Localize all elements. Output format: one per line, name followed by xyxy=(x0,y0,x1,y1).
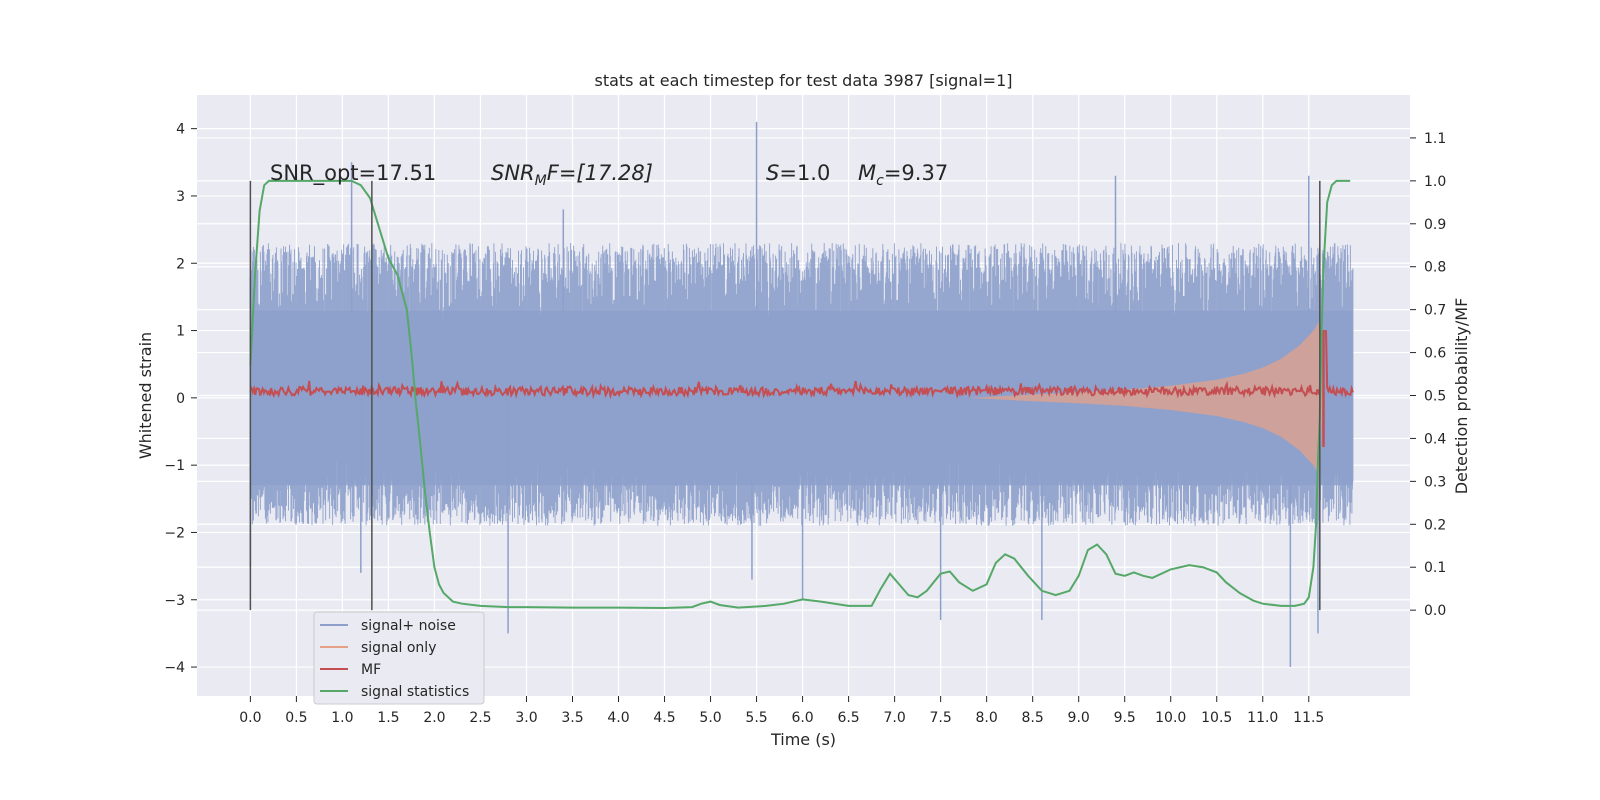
x-tick-label: 9.0 xyxy=(1068,710,1090,726)
y-tick-label: 0 xyxy=(176,391,185,407)
x-tick-label: 8.5 xyxy=(1022,710,1044,726)
x-tick-label: 3.0 xyxy=(515,710,537,726)
s-value: =1.0 xyxy=(779,161,830,185)
y-axis-label: Whitened strain xyxy=(136,332,155,459)
s-symbol: S xyxy=(766,161,779,185)
x-tick-label: 2.5 xyxy=(469,710,491,726)
x-tick-label: 4.5 xyxy=(653,710,675,726)
series-mf xyxy=(249,330,1354,448)
stats-line xyxy=(249,179,1351,610)
mc-symbol: M xyxy=(858,161,876,185)
vertical-markers xyxy=(249,180,1321,611)
y2-tick-label: 1.0 xyxy=(1424,174,1446,190)
legend-label: signal only xyxy=(361,640,436,656)
x-tick-label: 11.0 xyxy=(1247,710,1278,726)
x-tick-label: 10.5 xyxy=(1201,710,1232,726)
y2-tick-label: 0.5 xyxy=(1424,389,1446,405)
x-tick-label: 10.0 xyxy=(1155,710,1186,726)
x-tick-label: 1.5 xyxy=(377,710,399,726)
legend-label: signal+ noise xyxy=(361,618,456,634)
x-tick-label: 6.5 xyxy=(837,710,859,726)
x-tick-label: 6.0 xyxy=(791,710,813,726)
mc-value: =9.37 xyxy=(884,161,948,185)
y-tick-label: −1 xyxy=(164,458,185,474)
legend-label: MF xyxy=(361,662,381,678)
y2-tick-label: 1.1 xyxy=(1424,131,1446,147)
y2-tick-label: 0.1 xyxy=(1424,560,1446,576)
annotation-s: S=1.0 xyxy=(766,161,830,185)
snr-mf-base: SNR xyxy=(491,161,535,185)
x-tick-label: 2.0 xyxy=(423,710,445,726)
y-tick-label: 4 xyxy=(176,122,185,138)
y-tick-label: 3 xyxy=(176,189,185,205)
y-tick-label: 1 xyxy=(176,324,185,340)
x-tick-label: 9.5 xyxy=(1114,710,1136,726)
legend-box xyxy=(313,611,485,705)
y-tick-label: −3 xyxy=(164,593,185,609)
x-tick-label: 8.0 xyxy=(976,710,998,726)
snr-mf-subscript: M xyxy=(535,173,547,189)
y-tick-label: −2 xyxy=(164,525,185,541)
y-tick-label: 2 xyxy=(176,256,185,272)
x-tick-label: 5.5 xyxy=(745,710,767,726)
y2-tick-label: 0.9 xyxy=(1424,217,1446,233)
y2-tick-label: 0.3 xyxy=(1424,474,1446,490)
mc-subscript: c xyxy=(876,173,884,189)
y-axis-ticks: 4 3 2 1 0 −1 −2 −3 −4 xyxy=(164,122,197,676)
y2-tick-label: 0.4 xyxy=(1424,431,1446,447)
y2-tick-label: 0.6 xyxy=(1424,346,1446,362)
x-tick-label: 3.5 xyxy=(561,710,583,726)
y2-axis-label: Detection probability/MF xyxy=(1452,298,1471,495)
annotation-snr-mf: SNRMF=[17.28] xyxy=(491,161,653,189)
x-axis-label: Time (s) xyxy=(770,730,836,749)
mf-line xyxy=(249,330,1354,400)
x-tick-label: 1.0 xyxy=(331,710,353,726)
legend-label: signal statistics xyxy=(361,684,469,700)
x-axis-ticks: 0.0 0.5 1.0 1.5 2.0 2.5 3.0 3.5 4.0 4.5 5.0 5.5 6.0 6… xyxy=(239,696,1324,726)
y2-tick-label: 0.0 xyxy=(1424,603,1446,619)
snr-mf-rest: F=[17.28] xyxy=(547,161,653,185)
chart-title: stats at each timestep for test data 398… xyxy=(594,71,1012,90)
x-tick-label: 4.0 xyxy=(607,710,629,726)
x-tick-label: 0.0 xyxy=(239,710,261,726)
y2-tick-label: 0.8 xyxy=(1424,260,1446,276)
series-signal-statistics xyxy=(249,179,1351,610)
x-tick-label: 11.5 xyxy=(1293,710,1324,726)
y2-axis-ticks: 1.1 1.0 0.9 0.8 0.7 0.6 0.5 0.4 0.3 0.2 0.1 0.0 xyxy=(1410,131,1446,619)
annotation-mc: Mc=9.37 xyxy=(858,161,948,189)
y2-tick-label: 0.7 xyxy=(1424,303,1446,319)
x-tick-label: 7.5 xyxy=(929,710,951,726)
y2-tick-label: 0.2 xyxy=(1424,517,1446,533)
x-tick-label: 0.5 xyxy=(285,710,307,726)
y-tick-label: −4 xyxy=(164,660,185,676)
x-tick-label: 5.0 xyxy=(699,710,721,726)
signal-envelope xyxy=(968,320,1323,476)
series-signal-only xyxy=(968,320,1323,476)
legend: signal+ noise signal only MF signal statist… xyxy=(313,611,485,705)
annotation-snr-opt: SNR_opt=17.51 xyxy=(270,161,436,186)
x-tick-label: 7.0 xyxy=(883,710,905,726)
